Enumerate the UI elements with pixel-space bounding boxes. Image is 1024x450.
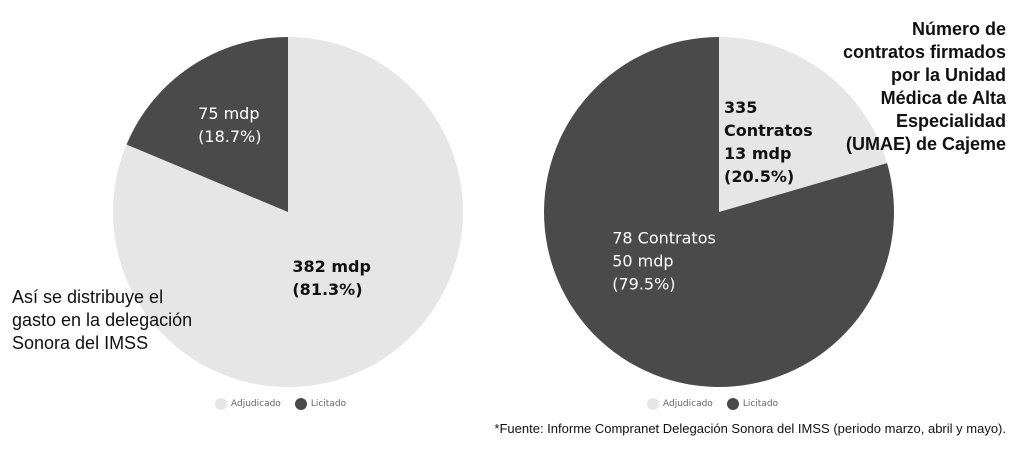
amount-label: 50 mdp — [612, 251, 674, 271]
contracts-label: 335 Contratos — [724, 98, 813, 141]
legend-label: Adjudicado — [231, 399, 281, 409]
legend: Adjudicado Licitado — [647, 398, 778, 410]
legend-label: Adjudicado — [663, 399, 713, 409]
legend-swatch — [215, 398, 227, 410]
legend-swatch — [726, 398, 739, 410]
value-label: (79.5%) — [612, 274, 676, 294]
value-label: (81.3%) — [292, 279, 363, 299]
chart-title: Así se distribuye el gasto en la delegac… — [12, 287, 193, 353]
legend-label: Licitado — [742, 399, 779, 409]
source-note: *Fuente: Informe Compranet Delegación So… — [494, 421, 1006, 436]
amount-label: 13 mdp — [724, 144, 792, 164]
chart-title: Número de contratos firmados por la Unid… — [842, 19, 1006, 154]
contracts-label: 78 Contratos — [612, 228, 716, 248]
slice-label: 382 mdp (81.3%) — [292, 255, 371, 301]
pie-slice — [112, 37, 464, 388]
legend-swatch — [647, 398, 659, 410]
amount-label: 75 mdp — [198, 103, 260, 123]
value-label: (20.5%) — [724, 167, 795, 187]
slice-label: 78 Contratos 50 mdp (79.5%) — [612, 226, 752, 295]
slice-label: 75 mdp (18.7%) — [198, 102, 261, 148]
value-label: (18.7%) — [198, 126, 262, 146]
pie-slice — [126, 37, 288, 212]
legend-swatch — [294, 398, 307, 410]
legend-label: Licitado — [310, 399, 347, 409]
legend: Adjudicado Licitado — [215, 398, 346, 410]
amount-label: 382 mdp — [292, 256, 371, 276]
pie-slice — [719, 37, 888, 212]
slice-label: 335 Contratos 13 mdp (20.5%) — [724, 96, 819, 188]
pie-slice — [544, 37, 894, 387]
